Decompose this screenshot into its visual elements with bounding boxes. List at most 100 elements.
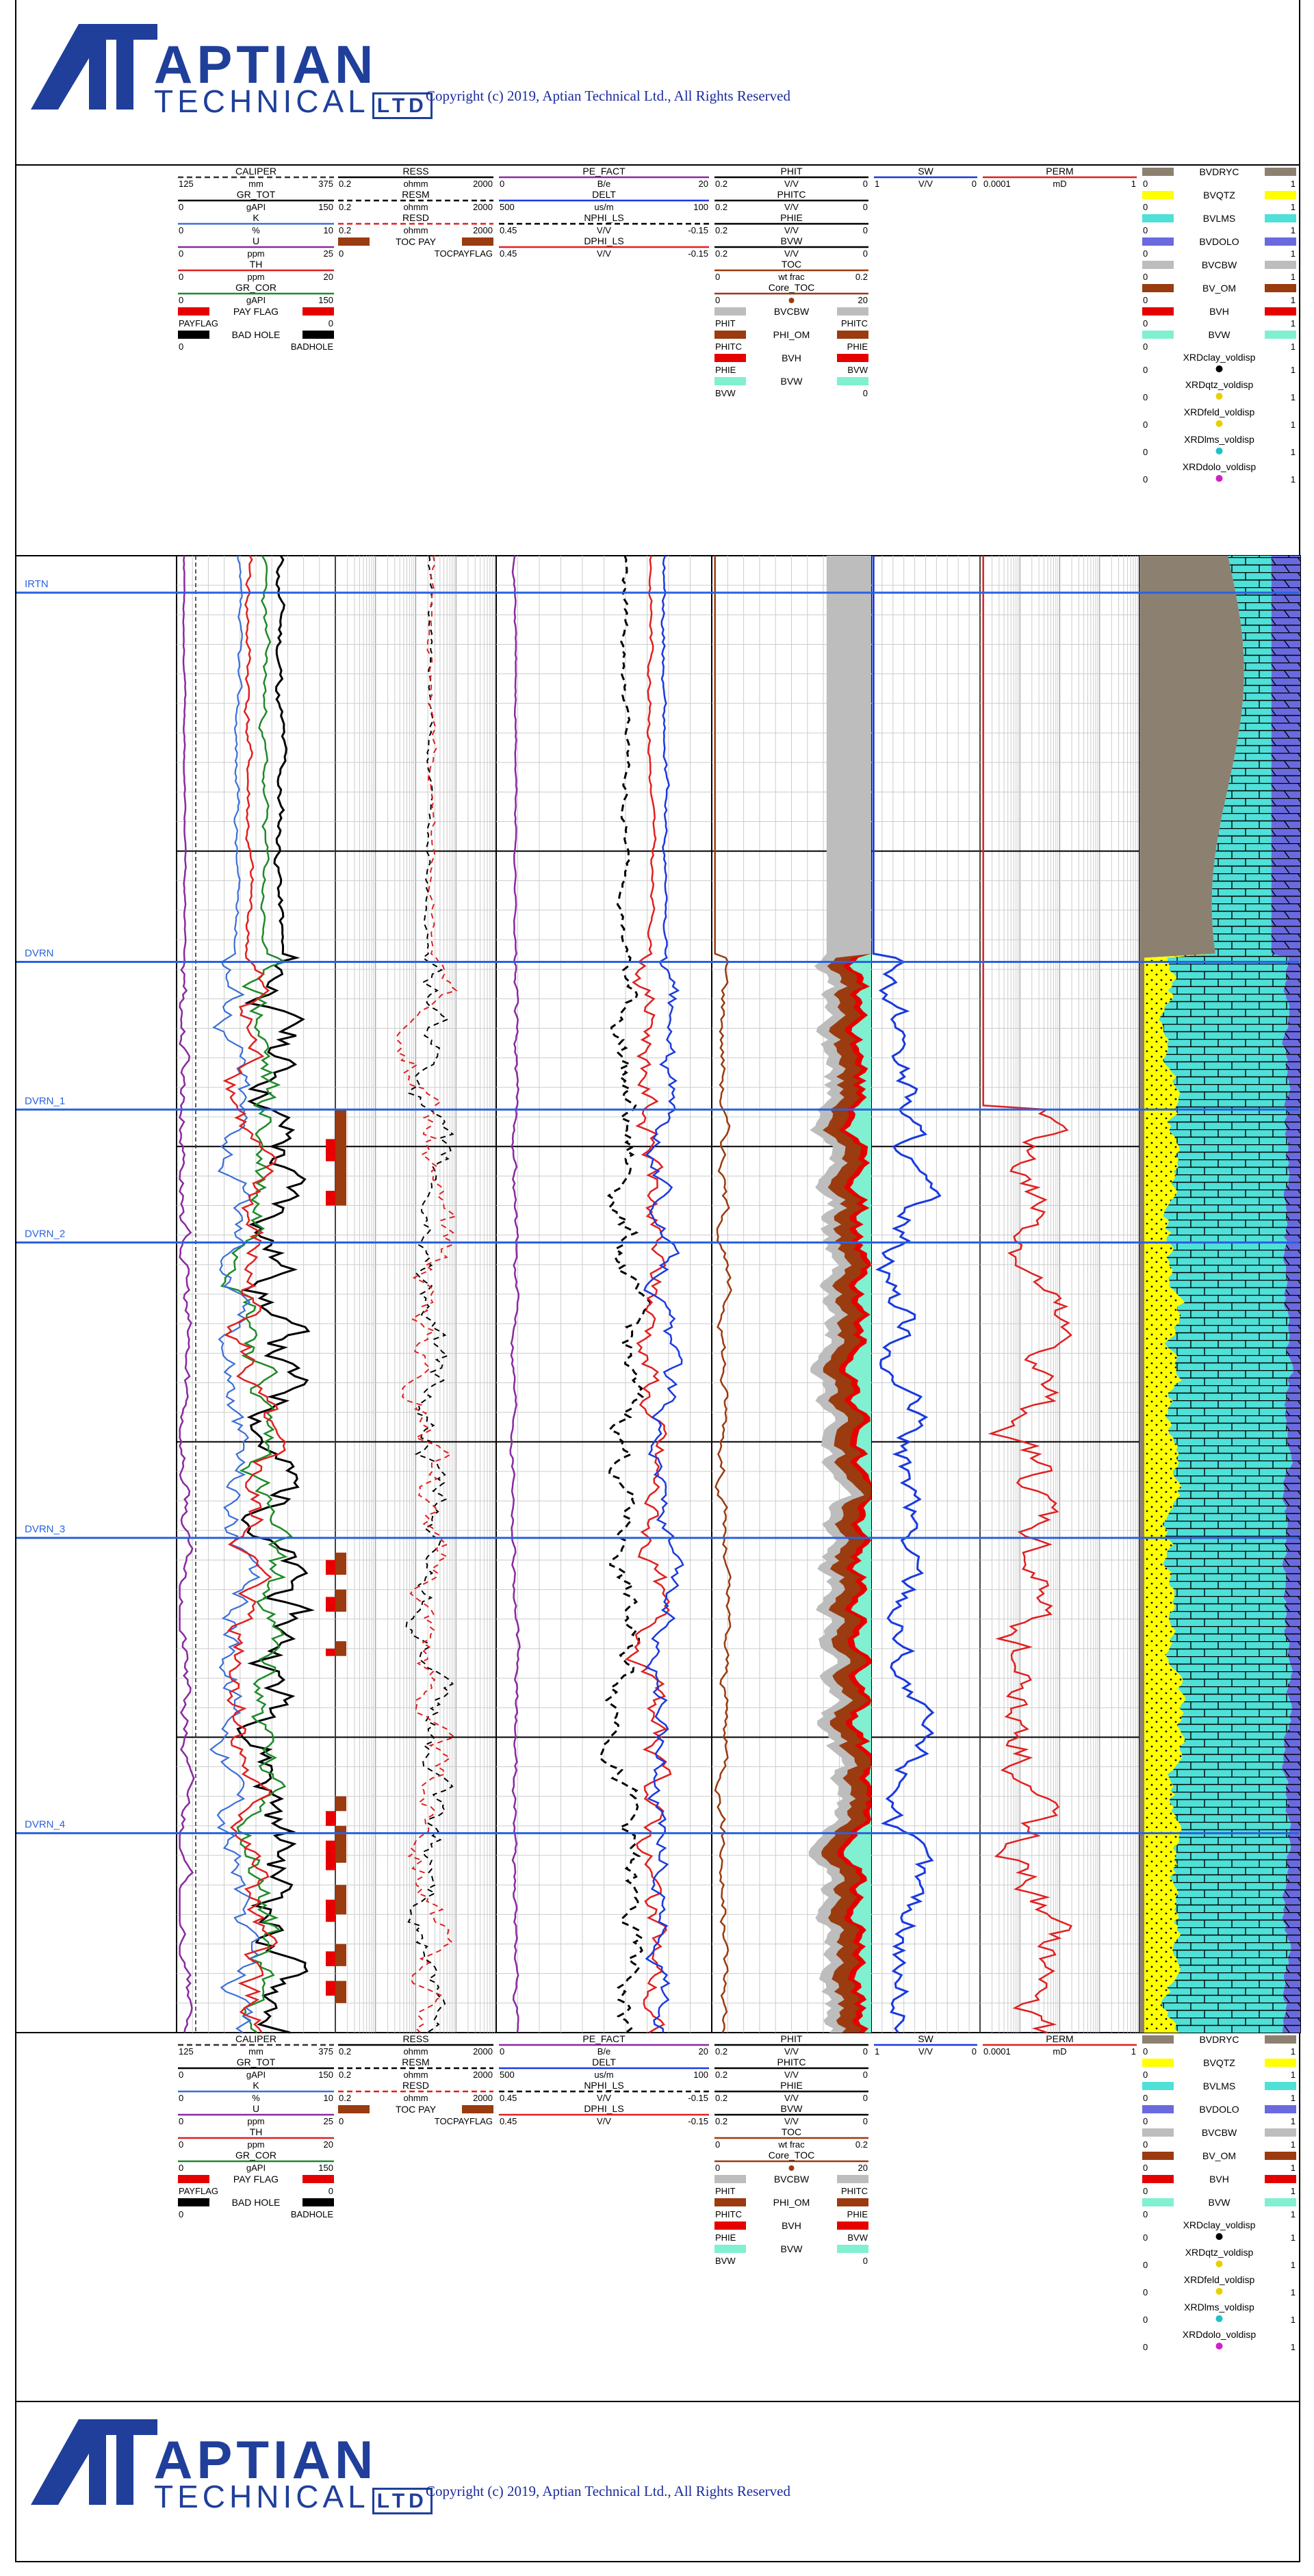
legend-curve-name: CALIPER	[235, 2033, 276, 2044]
legend-fill-right: 1	[1291, 342, 1296, 352]
legend-curve-max: 2000	[473, 2070, 493, 2080]
legend-fill-swatch-left	[1142, 2198, 1174, 2206]
legend-fill-swatch-left	[1142, 2082, 1174, 2090]
legend-fill-left: 0	[179, 2209, 183, 2219]
legend-curve-min: 0.2	[715, 179, 727, 189]
legend-fill-name: PHI_OM	[773, 329, 810, 340]
payflag-zone	[326, 1840, 335, 1870]
legend-fill-right: 1	[1291, 2163, 1296, 2173]
legend-curve-max: 20	[858, 295, 868, 305]
legend-fill-right: 1	[1291, 318, 1296, 329]
legend-point-max: 1	[1291, 2232, 1296, 2243]
legend-curve-unit: wt frac	[777, 2139, 805, 2150]
legend-curve-min: 0	[715, 2163, 720, 2173]
legend-fill-right: PHIE	[847, 2209, 868, 2219]
legend-point-name: XRDlms_voldisp	[1184, 2302, 1254, 2313]
legend-fill-right: PHITC	[841, 318, 868, 329]
legend-curve-name: TOC	[782, 2126, 801, 2137]
legend-fill-right: 1	[1291, 2093, 1296, 2103]
legend-curve-unit: V/V	[918, 2046, 933, 2057]
track-grid-layer	[16, 555, 1301, 2033]
legend-curve-unit: V/V	[784, 2093, 799, 2103]
legend-curve-name: TOC	[782, 259, 801, 270]
legend-fill-right: BADHOLE	[291, 342, 333, 352]
legend-point-max: 1	[1291, 2260, 1296, 2270]
legend-fill-swatch-left	[714, 377, 746, 385]
legend-curve-name: K	[253, 2080, 259, 2091]
legend-curve-unit: ohmm	[403, 2046, 428, 2057]
legend-curve-max: 20	[324, 272, 333, 282]
legend-fill-right: 1	[1291, 248, 1296, 259]
legend-fill-name: BVDRYC	[1199, 166, 1239, 177]
legend-fill-swatch-right	[1265, 2175, 1296, 2183]
legend-fill-right: BVW	[847, 2232, 868, 2243]
legend-fill-right: TOCPAYFLAG	[435, 2116, 493, 2126]
legend-fill-swatch-right	[837, 307, 868, 315]
toc-pay-zone	[335, 1796, 346, 1812]
legend-curve-min: 0	[715, 2139, 720, 2150]
legend-point-min: 0	[1143, 2232, 1148, 2243]
legend-fill-left: 0	[1143, 342, 1148, 352]
legend-curve-min: 0.2	[339, 2046, 351, 2057]
legend-curve-min: 0.45	[500, 248, 517, 259]
legend-curve-name: PHITC	[777, 2057, 806, 2068]
legend-fill-name: BVDRYC	[1199, 2034, 1239, 2045]
legend-curve-max: 2000	[473, 2046, 493, 2057]
legend-curve-min: 1	[875, 179, 879, 189]
legend-curve-max: 0	[863, 2046, 868, 2057]
legend-curve-unit: %	[252, 225, 260, 235]
legend-point-icon	[1215, 420, 1223, 427]
toc-pay-zone	[335, 1641, 346, 1656]
toc-pay-zone	[335, 1552, 346, 1575]
legend-fill-swatch-left	[338, 237, 370, 246]
legend-fill-left: 0	[1143, 2186, 1148, 2196]
legend-curve-unit: V/V	[597, 248, 611, 259]
legend-fill-name: BVDOLO	[1199, 2104, 1239, 2115]
legend-point-max: 1	[1291, 392, 1296, 402]
legend-fill-right: 0	[863, 2256, 868, 2266]
header-brand-technical: TECHNICAL	[154, 83, 370, 119]
legend-curve-max: -0.15	[688, 2116, 708, 2126]
legend-fill-swatch-right	[1265, 214, 1296, 222]
legend-curve-unit: gAPI	[246, 2070, 266, 2080]
legend-fill-left: PHIE	[715, 2232, 736, 2243]
legend-curve-min: 0	[179, 2163, 183, 2173]
legend-curve-name: U	[253, 2103, 259, 2114]
legend-curve-name: BVW	[781, 235, 803, 246]
legend-curve-min: 0	[179, 225, 183, 235]
legend-phi-footer: PHIT 0.2 V/V 0 PHITC 0.2 V/V 0 PHIE 0.2 V/V 0 BVW 0.2…	[714, 2033, 868, 2266]
legend-fill-swatch-left	[1142, 2152, 1174, 2160]
legend-curve-name: RESS	[402, 166, 428, 177]
legend-curve-max: 2000	[473, 202, 493, 212]
legend-curve-unit: V/V	[784, 2070, 799, 2080]
legend-res-footer: RESS 0.2 ohmm 2000 RESM 0.2 ohmm 2000 RESD 0.2 ohm…	[338, 2033, 493, 2126]
legend-curve-max: -0.15	[688, 248, 708, 259]
legend-point-name: XRDqtz_voldisp	[1185, 2247, 1254, 2258]
legend-curve-max: 150	[318, 2070, 333, 2080]
legend-fill-swatch-left	[1142, 168, 1174, 176]
legend-curve-name: DELT	[592, 2057, 616, 2068]
legend-curve-max: 0	[863, 2070, 868, 2080]
legend-curve-unit: V/V	[784, 202, 799, 212]
legend-curve-max: 10	[324, 225, 333, 235]
legend-fill-swatch-right	[1265, 2105, 1296, 2113]
legend-point-min: 0	[1143, 365, 1148, 375]
curve-resm	[405, 555, 454, 2033]
legend-point-icon	[1215, 2233, 1223, 2240]
legend-fill-name: TOC PAY	[396, 236, 437, 247]
legend-curve-unit: ppm	[247, 248, 264, 259]
legend-curve-min: 0.2	[339, 202, 351, 212]
curve-resd	[396, 555, 458, 2033]
legend-sw-footer: SW 1 V/V 0	[874, 2033, 977, 2057]
legend-curve-name: RESD	[402, 212, 429, 223]
legend-fill-swatch-right	[1265, 191, 1296, 199]
legend-fill-swatch-right	[1265, 2082, 1296, 2090]
curve-delt	[643, 555, 684, 2033]
legend-fill-swatch-right	[1265, 284, 1296, 292]
legend-fill-left: BVW	[715, 388, 736, 398]
legend-fill-swatch-right	[302, 331, 334, 339]
legend-point-min: 0	[1143, 392, 1148, 402]
legend-fill-name: BVCBW	[774, 2174, 810, 2185]
legend-point-min: 0	[1143, 2315, 1148, 2325]
